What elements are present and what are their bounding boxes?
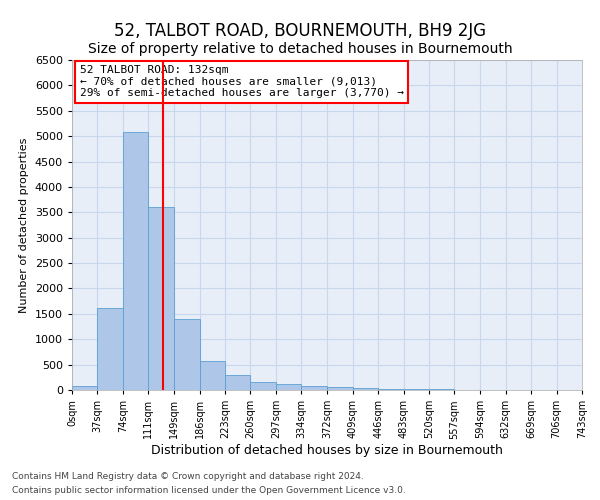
Bar xyxy=(276,384,301,390)
Bar xyxy=(250,382,276,390)
Y-axis label: Number of detached properties: Number of detached properties xyxy=(19,138,29,312)
Text: Contains public sector information licensed under the Open Government Licence v3: Contains public sector information licen… xyxy=(12,486,406,495)
Bar xyxy=(97,308,123,390)
Text: 52, TALBOT ROAD, BOURNEMOUTH, BH9 2JG: 52, TALBOT ROAD, BOURNEMOUTH, BH9 2JG xyxy=(114,22,486,40)
Text: Size of property relative to detached houses in Bournemouth: Size of property relative to detached ho… xyxy=(88,42,512,56)
Text: 52 TALBOT ROAD: 132sqm
← 70% of detached houses are smaller (9,013)
29% of semi-: 52 TALBOT ROAD: 132sqm ← 70% of detached… xyxy=(80,65,404,98)
Bar xyxy=(72,386,97,390)
Bar xyxy=(225,376,250,390)
Bar xyxy=(200,360,225,390)
Bar xyxy=(123,132,148,390)
Bar xyxy=(404,389,429,390)
Bar xyxy=(353,388,378,390)
Bar xyxy=(301,386,326,390)
Text: Contains HM Land Registry data © Crown copyright and database right 2024.: Contains HM Land Registry data © Crown c… xyxy=(12,472,364,481)
Bar xyxy=(148,207,173,390)
Bar xyxy=(328,388,353,390)
Bar xyxy=(174,319,200,390)
Bar xyxy=(378,389,404,390)
X-axis label: Distribution of detached houses by size in Bournemouth: Distribution of detached houses by size … xyxy=(151,444,503,457)
